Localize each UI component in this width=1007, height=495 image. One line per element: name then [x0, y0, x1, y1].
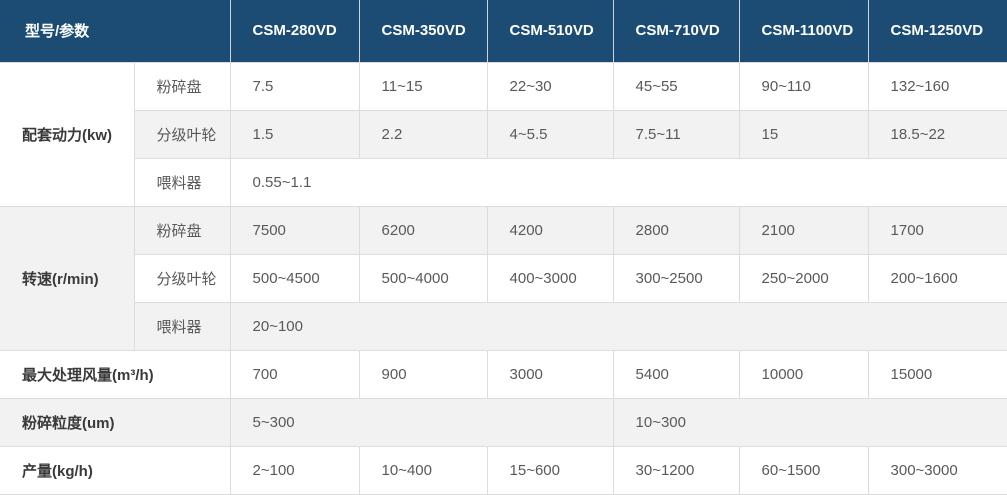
spec-value-cell: 7500: [229, 205, 360, 255]
spec-value-cell: 500~4500: [229, 253, 360, 303]
spec-value-cell: 11~15: [358, 61, 488, 111]
table-row: 最大处理风量(m³/h) 700 900 3000 5400 10000 150…: [0, 349, 1007, 399]
model-header: CSM-510VD: [486, 0, 614, 62]
spec-value-cell: 10~400: [358, 445, 488, 495]
model-header: CSM-280VD: [229, 0, 360, 62]
row-label: 分级叶轮: [134, 109, 231, 159]
spec-value-cell: 400~3000: [486, 253, 614, 303]
spec-value-cell: 7.5: [229, 61, 360, 111]
table-row: 粉碎粒度(um) 5~300 10~300: [0, 397, 1007, 447]
model-header: CSM-1250VD: [867, 0, 1007, 62]
model-header: CSM-350VD: [358, 0, 488, 62]
row-label-fineness: 粉碎粒度(um): [0, 397, 231, 447]
spec-value-cell: 15~600: [486, 445, 614, 495]
row-label: 分级叶轮: [134, 253, 231, 303]
table-row: 配套动力(kw) 粉碎盘 7.5 11~15 22~30 45~55 90~11…: [0, 61, 1007, 207]
model-header: CSM-1100VD: [738, 0, 869, 62]
spec-value-cell: 5400: [612, 349, 740, 399]
spec-value-cell: 250~2000: [738, 253, 869, 303]
row-label-capacity: 产量(kg/h): [0, 445, 231, 495]
spec-value-cell: 1700: [867, 205, 1007, 255]
spec-value-cell: 2800: [612, 205, 740, 255]
spec-value-cell: 45~55: [612, 61, 740, 111]
spec-value-cell: 300~3000: [867, 445, 1007, 495]
header-row: 型号/参数 CSM-280VD CSM-350VD CSM-510VD CSM-…: [0, 0, 1007, 62]
table-row: 产量(kg/h) 2~100 10~400 15~600 30~1200 60~…: [0, 445, 1007, 495]
spec-value-cell-merged: 20~100: [229, 301, 1007, 351]
spec-value-cell: 2.2: [358, 109, 488, 159]
spec-value-cell: 18.5~22: [867, 109, 1007, 159]
row-label: 喂料器: [134, 301, 231, 351]
row-label: 粉碎盘: [133, 61, 231, 111]
spec-value-cell: 15000: [867, 349, 1007, 399]
spec-value-cell: 10000: [738, 349, 869, 399]
spec-value-cell: 2~100: [229, 445, 360, 495]
table-row: 喂料器 20~100: [0, 301, 1007, 351]
row-label: 粉碎盘: [133, 205, 231, 255]
spec-value-cell: 60~1500: [738, 445, 869, 495]
row-label: 喂料器: [134, 157, 231, 207]
spec-value-cell: 700: [229, 349, 360, 399]
spec-value-cell: 15: [738, 109, 869, 159]
spec-value-cell-merged: 0.55~1.1: [229, 157, 1007, 207]
spec-value-cell: 2100: [738, 205, 869, 255]
spec-value-cell-merged: 5~300: [229, 397, 614, 447]
spec-value-cell: 300~2500: [612, 253, 740, 303]
group-label-speed: 转速(r/min): [0, 205, 135, 351]
spec-value-cell: 30~1200: [612, 445, 740, 495]
model-header: CSM-710VD: [612, 0, 740, 62]
spec-value-cell: 4200: [486, 205, 614, 255]
spec-value-cell: 200~1600: [867, 253, 1007, 303]
group-label-power: 配套动力(kw): [0, 61, 135, 207]
spec-value-cell: 132~160: [867, 61, 1007, 111]
param-column-header: 型号/参数: [0, 0, 231, 62]
spec-value-cell: 3000: [486, 349, 614, 399]
table-row: 分级叶轮 500~4500 500~4000 400~3000 300~2500…: [0, 253, 1007, 303]
spec-value-cell: 7.5~11: [612, 109, 740, 159]
spec-value-cell: 1.5: [229, 109, 360, 159]
table-row: 转速(r/min) 粉碎盘 7500 6200 4200 2800 2100 1…: [0, 205, 1007, 351]
table-row: 分级叶轮 1.5 2.2 4~5.5 7.5~11 15 18.5~22: [0, 109, 1007, 159]
row-label-airflow: 最大处理风量(m³/h): [0, 349, 231, 399]
spec-value-cell: 900: [358, 349, 488, 399]
spec-value-cell: 22~30: [486, 61, 614, 111]
spec-value-cell: 4~5.5: [486, 109, 614, 159]
spec-value-cell-merged: 10~300: [612, 397, 1007, 447]
table-row: 喂料器 0.55~1.1: [0, 157, 1007, 207]
spec-value-cell: 500~4000: [358, 253, 488, 303]
spec-value-cell: 6200: [358, 205, 488, 255]
spec-value-cell: 90~110: [738, 61, 869, 111]
